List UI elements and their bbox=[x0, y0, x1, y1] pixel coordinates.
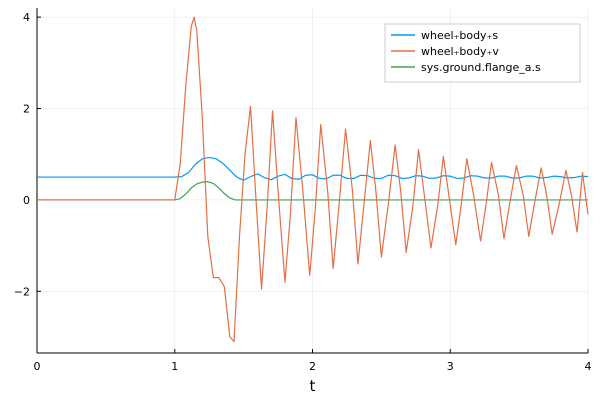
series-line-0 bbox=[37, 156, 589, 181]
tick-labels: 0 1 2 3 4 −2 0 2 4 bbox=[14, 11, 592, 373]
series-line-1 bbox=[37, 16, 589, 343]
x-tick-label: 1 bbox=[171, 360, 178, 373]
legend-label: sys.ground.flange_a.s bbox=[421, 61, 541, 74]
x-axis-title: t bbox=[310, 377, 316, 395]
legend-label: wheel₊body₊s bbox=[421, 29, 498, 42]
x-tick-label: 0 bbox=[34, 360, 41, 373]
legend: wheel₊body₊s wheel₊body₊v sys.ground.flang… bbox=[384, 23, 581, 83]
y-tick-label: 2 bbox=[23, 103, 30, 116]
x-tick-label: 2 bbox=[309, 360, 316, 373]
legend-label: wheel₊body₊v bbox=[421, 45, 499, 58]
x-tick-label: 3 bbox=[447, 360, 454, 373]
y-tick-label: 4 bbox=[23, 11, 30, 24]
y-tick-label: −2 bbox=[14, 285, 30, 298]
y-tick-label: 0 bbox=[23, 194, 30, 207]
series bbox=[37, 16, 589, 343]
legend-box bbox=[384, 23, 581, 83]
x-tick-label: 4 bbox=[585, 360, 592, 373]
series-line-2 bbox=[37, 181, 588, 201]
